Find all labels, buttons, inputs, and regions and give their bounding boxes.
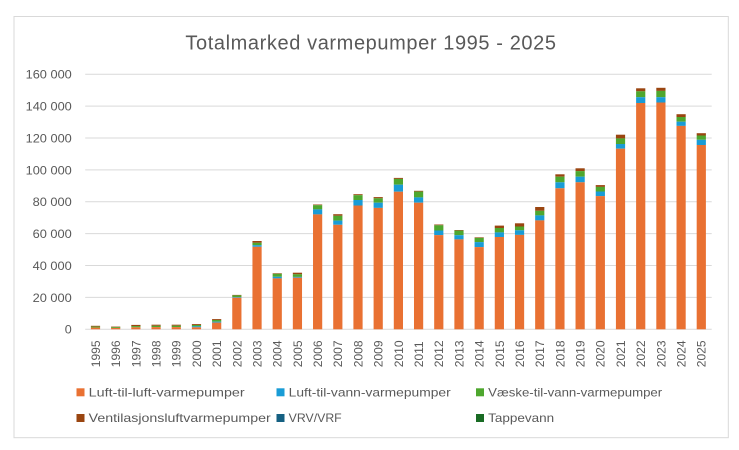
- svg-text:VRV/VRF: VRV/VRF: [289, 411, 342, 425]
- svg-text:2005: 2005: [291, 340, 305, 367]
- svg-text:1998: 1998: [149, 340, 163, 367]
- svg-text:Luft-til-luft-varmepumper: Luft-til-luft-varmepumper: [89, 385, 245, 399]
- svg-text:100 000: 100 000: [26, 163, 73, 177]
- svg-text:60 000: 60 000: [33, 227, 73, 241]
- svg-text:1995: 1995: [89, 340, 103, 367]
- svg-text:Totalmarked varmepumper 1995 -: Totalmarked varmepumper 1995 - 2025: [185, 32, 556, 54]
- svg-text:2017: 2017: [533, 340, 547, 367]
- svg-text:1997: 1997: [129, 340, 143, 367]
- svg-text:2002: 2002: [230, 340, 244, 367]
- svg-text:1996: 1996: [109, 340, 123, 367]
- svg-text:20 000: 20 000: [33, 291, 73, 305]
- svg-text:2024: 2024: [675, 340, 689, 367]
- svg-text:2010: 2010: [392, 340, 406, 367]
- svg-text:2016: 2016: [513, 340, 527, 367]
- svg-text:2003: 2003: [250, 340, 264, 367]
- svg-text:2001: 2001: [210, 340, 224, 367]
- svg-text:2012: 2012: [432, 340, 446, 367]
- svg-text:2014: 2014: [473, 340, 487, 367]
- svg-text:2022: 2022: [634, 340, 648, 367]
- svg-text:2007: 2007: [331, 340, 345, 367]
- svg-text:80 000: 80 000: [33, 195, 73, 209]
- svg-text:2009: 2009: [372, 340, 386, 367]
- svg-text:2011: 2011: [412, 341, 426, 367]
- svg-text:2004: 2004: [271, 340, 285, 367]
- svg-text:2025: 2025: [695, 340, 709, 367]
- svg-text:1999: 1999: [170, 340, 184, 367]
- svg-text:2008: 2008: [351, 340, 365, 367]
- svg-text:40 000: 40 000: [33, 259, 73, 273]
- svg-text:Luft-til-vann-varmepumper: Luft-til-vann-varmepumper: [289, 385, 451, 399]
- svg-text:160 000: 160 000: [26, 68, 73, 82]
- svg-text:2015: 2015: [493, 340, 507, 367]
- svg-text:140 000: 140 000: [26, 99, 73, 113]
- svg-text:2006: 2006: [311, 340, 325, 367]
- svg-text:2021: 2021: [614, 340, 628, 367]
- svg-text:2013: 2013: [452, 340, 466, 367]
- svg-text:Tappevann: Tappevann: [488, 411, 554, 425]
- svg-text:Væske-til-vann-varmepumper: Væske-til-vann-varmepumper: [488, 385, 662, 399]
- svg-text:2019: 2019: [574, 340, 588, 367]
- svg-text:2023: 2023: [654, 340, 668, 367]
- svg-text:2018: 2018: [553, 340, 567, 367]
- svg-text:Ventilasjonsluftvarmepumper: Ventilasjonsluftvarmepumper: [89, 411, 271, 425]
- svg-text:0: 0: [65, 323, 72, 337]
- svg-text:2020: 2020: [594, 340, 608, 367]
- svg-text:120 000: 120 000: [26, 131, 73, 145]
- svg-text:2000: 2000: [190, 340, 204, 367]
